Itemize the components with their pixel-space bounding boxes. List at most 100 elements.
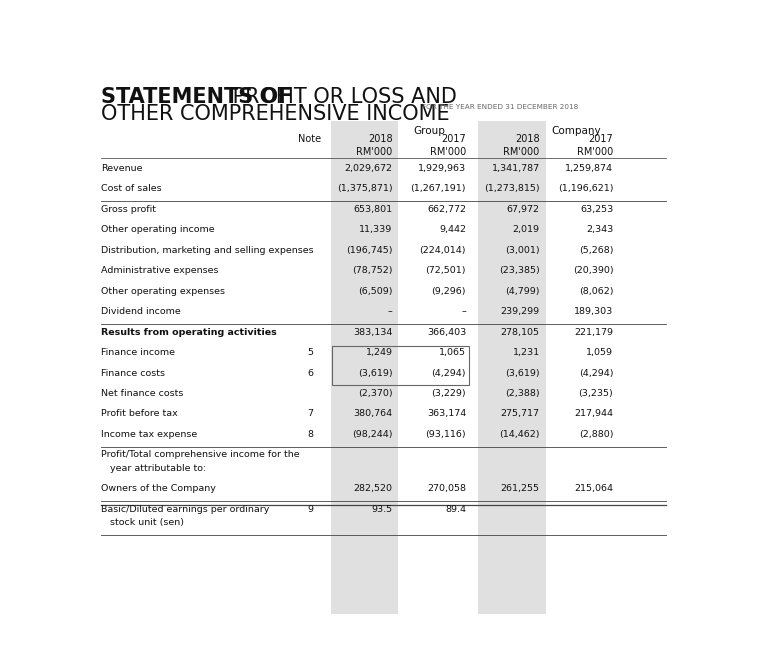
Bar [478, 121, 546, 614]
Text: 653,801: 653,801 [353, 205, 392, 214]
Text: 2017: 2017 [588, 134, 613, 144]
Text: 67,972: 67,972 [507, 205, 540, 214]
Text: STATEMENTS OF: STATEMENTS OF [101, 88, 293, 108]
Text: RM'000: RM'000 [356, 147, 392, 157]
Text: Owners of the Company: Owners of the Company [101, 484, 216, 493]
Text: 5: 5 [307, 348, 313, 357]
Text: 1,065: 1,065 [439, 348, 466, 357]
Text: Profit/Total comprehensive income for the: Profit/Total comprehensive income for th… [101, 450, 299, 459]
Text: 9,442: 9,442 [439, 225, 466, 234]
Text: 63,253: 63,253 [580, 205, 613, 214]
Text: (3,001): (3,001) [505, 246, 540, 255]
Text: (224,014): (224,014) [420, 246, 466, 255]
Text: 239,299: 239,299 [501, 307, 540, 316]
Text: (2,388): (2,388) [505, 389, 540, 398]
Text: FOR THE YEAR ENDED 31 DECEMBER 2018: FOR THE YEAR ENDED 31 DECEMBER 2018 [422, 104, 578, 110]
Text: 2017: 2017 [442, 134, 466, 144]
Text: (4,799): (4,799) [505, 287, 540, 295]
Text: 1,059: 1,059 [586, 348, 613, 357]
Text: 7: 7 [307, 410, 313, 418]
Text: 8: 8 [307, 430, 313, 439]
Text: 662,772: 662,772 [427, 205, 466, 214]
Text: 1,341,787: 1,341,787 [492, 164, 540, 173]
Text: Distribution, marketing and selling expenses: Distribution, marketing and selling expe… [101, 246, 314, 255]
Text: Other operating expenses: Other operating expenses [101, 287, 225, 295]
Text: 6: 6 [307, 369, 313, 378]
Text: Administrative expenses: Administrative expenses [101, 266, 218, 276]
Text: RM'000: RM'000 [577, 147, 613, 157]
Text: (14,462): (14,462) [499, 430, 540, 439]
Text: Finance income: Finance income [101, 348, 175, 357]
Text: Gross profit: Gross profit [101, 205, 156, 214]
Text: Net finance costs: Net finance costs [101, 389, 183, 398]
Text: –: – [461, 307, 466, 316]
Text: 1,929,963: 1,929,963 [418, 164, 466, 173]
Text: 275,717: 275,717 [501, 410, 540, 418]
Text: Other operating income: Other operating income [101, 225, 214, 234]
Text: Profit before tax: Profit before tax [101, 410, 178, 418]
Text: 1,231: 1,231 [512, 348, 540, 357]
Text: Dividend income: Dividend income [101, 307, 181, 316]
Text: Company: Company [552, 125, 601, 135]
Text: (5,268): (5,268) [579, 246, 613, 255]
Text: (1,267,191): (1,267,191) [410, 185, 466, 193]
Text: OTHER COMPREHENSIVE INCOME: OTHER COMPREHENSIVE INCOME [101, 104, 449, 124]
Text: Group: Group [413, 125, 445, 135]
Text: (1,273,815): (1,273,815) [484, 185, 540, 193]
Text: 1,249: 1,249 [366, 348, 392, 357]
Text: 93.5: 93.5 [372, 505, 392, 513]
Text: (1,196,621): (1,196,621) [558, 185, 613, 193]
Text: 261,255: 261,255 [501, 484, 540, 493]
Text: Income tax expense: Income tax expense [101, 430, 197, 439]
Text: 1,259,874: 1,259,874 [565, 164, 613, 173]
Text: RM'000: RM'000 [503, 147, 540, 157]
Text: 215,064: 215,064 [575, 484, 613, 493]
Text: 11,339: 11,339 [359, 225, 392, 234]
Text: RM'000: RM'000 [430, 147, 466, 157]
Text: (78,752): (78,752) [352, 266, 392, 276]
Text: 366,403: 366,403 [427, 327, 466, 337]
Text: 278,105: 278,105 [501, 327, 540, 337]
Text: 2,343: 2,343 [586, 225, 613, 234]
Text: (4,294): (4,294) [579, 369, 613, 378]
Text: Results from operating activities: Results from operating activities [101, 327, 277, 337]
Text: (3,619): (3,619) [505, 369, 540, 378]
Text: (1,375,871): (1,375,871) [337, 185, 392, 193]
Bar [332, 346, 469, 385]
Text: 270,058: 270,058 [427, 484, 466, 493]
Text: 9: 9 [307, 505, 313, 513]
Text: 221,179: 221,179 [575, 327, 613, 337]
Text: 2,019: 2,019 [513, 225, 540, 234]
Text: (20,390): (20,390) [573, 266, 613, 276]
Text: Revenue: Revenue [101, 164, 142, 173]
Text: Note: Note [299, 134, 321, 144]
Text: (2,370): (2,370) [358, 389, 392, 398]
Text: stock unit (sen): stock unit (sen) [101, 518, 184, 527]
Text: 189,303: 189,303 [574, 307, 613, 316]
Text: Basic/Diluted earnings per ordinary: Basic/Diluted earnings per ordinary [101, 505, 269, 513]
Text: (8,062): (8,062) [579, 287, 613, 295]
Text: (72,501): (72,501) [426, 266, 466, 276]
Text: 2018: 2018 [368, 134, 392, 144]
Text: Cost of sales: Cost of sales [101, 185, 162, 193]
Text: 217,944: 217,944 [575, 410, 613, 418]
Text: PROFIT OR LOSS AND: PROFIT OR LOSS AND [226, 88, 457, 108]
Text: (98,244): (98,244) [352, 430, 392, 439]
Text: 380,764: 380,764 [353, 410, 392, 418]
Text: Finance costs: Finance costs [101, 369, 165, 378]
Text: (9,296): (9,296) [432, 287, 466, 295]
Text: 89.4: 89.4 [445, 505, 466, 513]
Text: –: – [388, 307, 392, 316]
Text: (196,745): (196,745) [346, 246, 392, 255]
Text: 2,029,672: 2,029,672 [344, 164, 392, 173]
Text: (3,229): (3,229) [432, 389, 466, 398]
Text: 2018: 2018 [515, 134, 540, 144]
Text: (93,116): (93,116) [426, 430, 466, 439]
Text: 282,520: 282,520 [353, 484, 392, 493]
Text: (2,880): (2,880) [579, 430, 613, 439]
Text: (6,509): (6,509) [358, 287, 392, 295]
Text: 383,134: 383,134 [353, 327, 392, 337]
Text: (4,294): (4,294) [432, 369, 466, 378]
Bar [331, 121, 398, 614]
Text: (23,385): (23,385) [499, 266, 540, 276]
